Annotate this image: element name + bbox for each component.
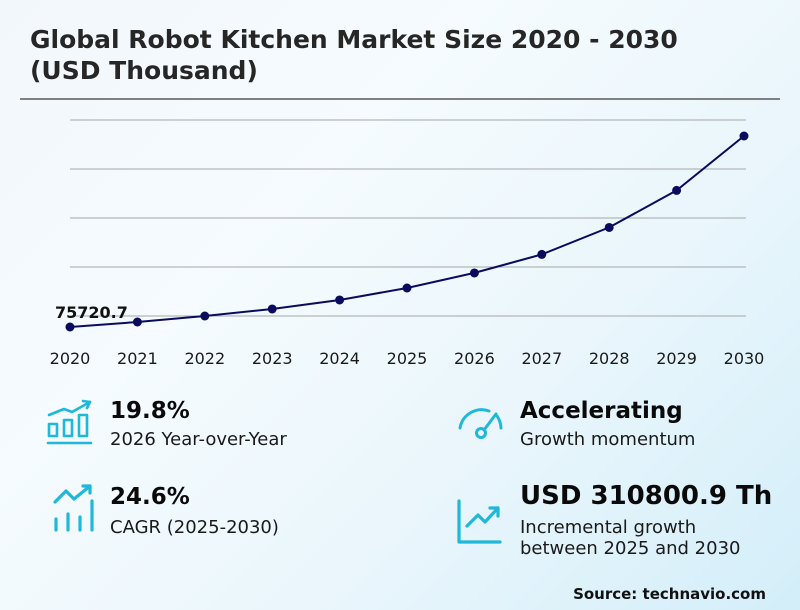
data-point [335,295,345,305]
kpi-momentum-label: Growth momentum [520,429,696,450]
data-point [132,317,142,327]
chart-title: Global Robot Kitchen Market Size 2020 - … [30,24,790,86]
data-point [402,283,412,293]
x-tick-label: 2025 [387,349,428,368]
x-tick-label: 2026 [454,349,495,368]
data-point [739,131,749,141]
x-tick-label: 2027 [521,349,562,368]
trend-bars-icon [53,484,94,532]
data-point [469,268,479,278]
x-tick-label: 2022 [184,349,225,368]
title-line-2: (USD Thousand) [30,56,258,85]
line-chart: 2020 2021 2022 2023 2024 2025 2026 2027 2028 2029… [50,119,765,368]
kpi-incremental-value: USD 310800.9 Th [520,481,773,511]
data-point [537,249,547,259]
line-chart-growth-icon [457,499,502,544]
title-line-1: Global Robot Kitchen Market Size 2020 - … [30,25,678,54]
gridlines [70,119,746,317]
x-tick-label: 2028 [589,349,630,368]
x-axis-labels: 2020 2021 2022 2023 2024 2025 2026 2027 2028 2029… [50,349,765,368]
kpi-cagr-label: CAGR (2025-2030) [110,517,279,538]
x-tick-label: 2023 [252,349,293,368]
x-tick-label: 2020 [50,349,91,368]
series-line [69,135,745,328]
kpi-cagr-value: 24.6% [110,484,190,510]
data-point [604,222,614,232]
data-point [267,304,277,314]
source-credit: Source: technavio.com [573,585,766,603]
data-point [672,185,682,195]
speedometer-icon [458,408,503,439]
x-tick-label: 2021 [117,349,158,368]
kpi-momentum-value: Accelerating [520,398,683,424]
x-tick-label: 2029 [656,349,697,368]
kpi-yoy-label: 2026 Year-over-Year [110,429,287,450]
kpi-incremental-label-1: Incremental growth [520,517,697,538]
kpi-incremental-label-2: between 2025 and 2030 [520,538,741,559]
title-divider [20,98,780,100]
x-tick-label: 2024 [319,349,360,368]
bar-chart-growth-icon [46,399,93,445]
x-tick-label: 2030 [724,349,765,368]
kpi-yoy-value: 19.8% [110,398,190,424]
start-value-label: 75720.7 [55,303,128,322]
data-point [200,311,210,321]
data-points [65,131,749,332]
data-point [65,322,75,332]
